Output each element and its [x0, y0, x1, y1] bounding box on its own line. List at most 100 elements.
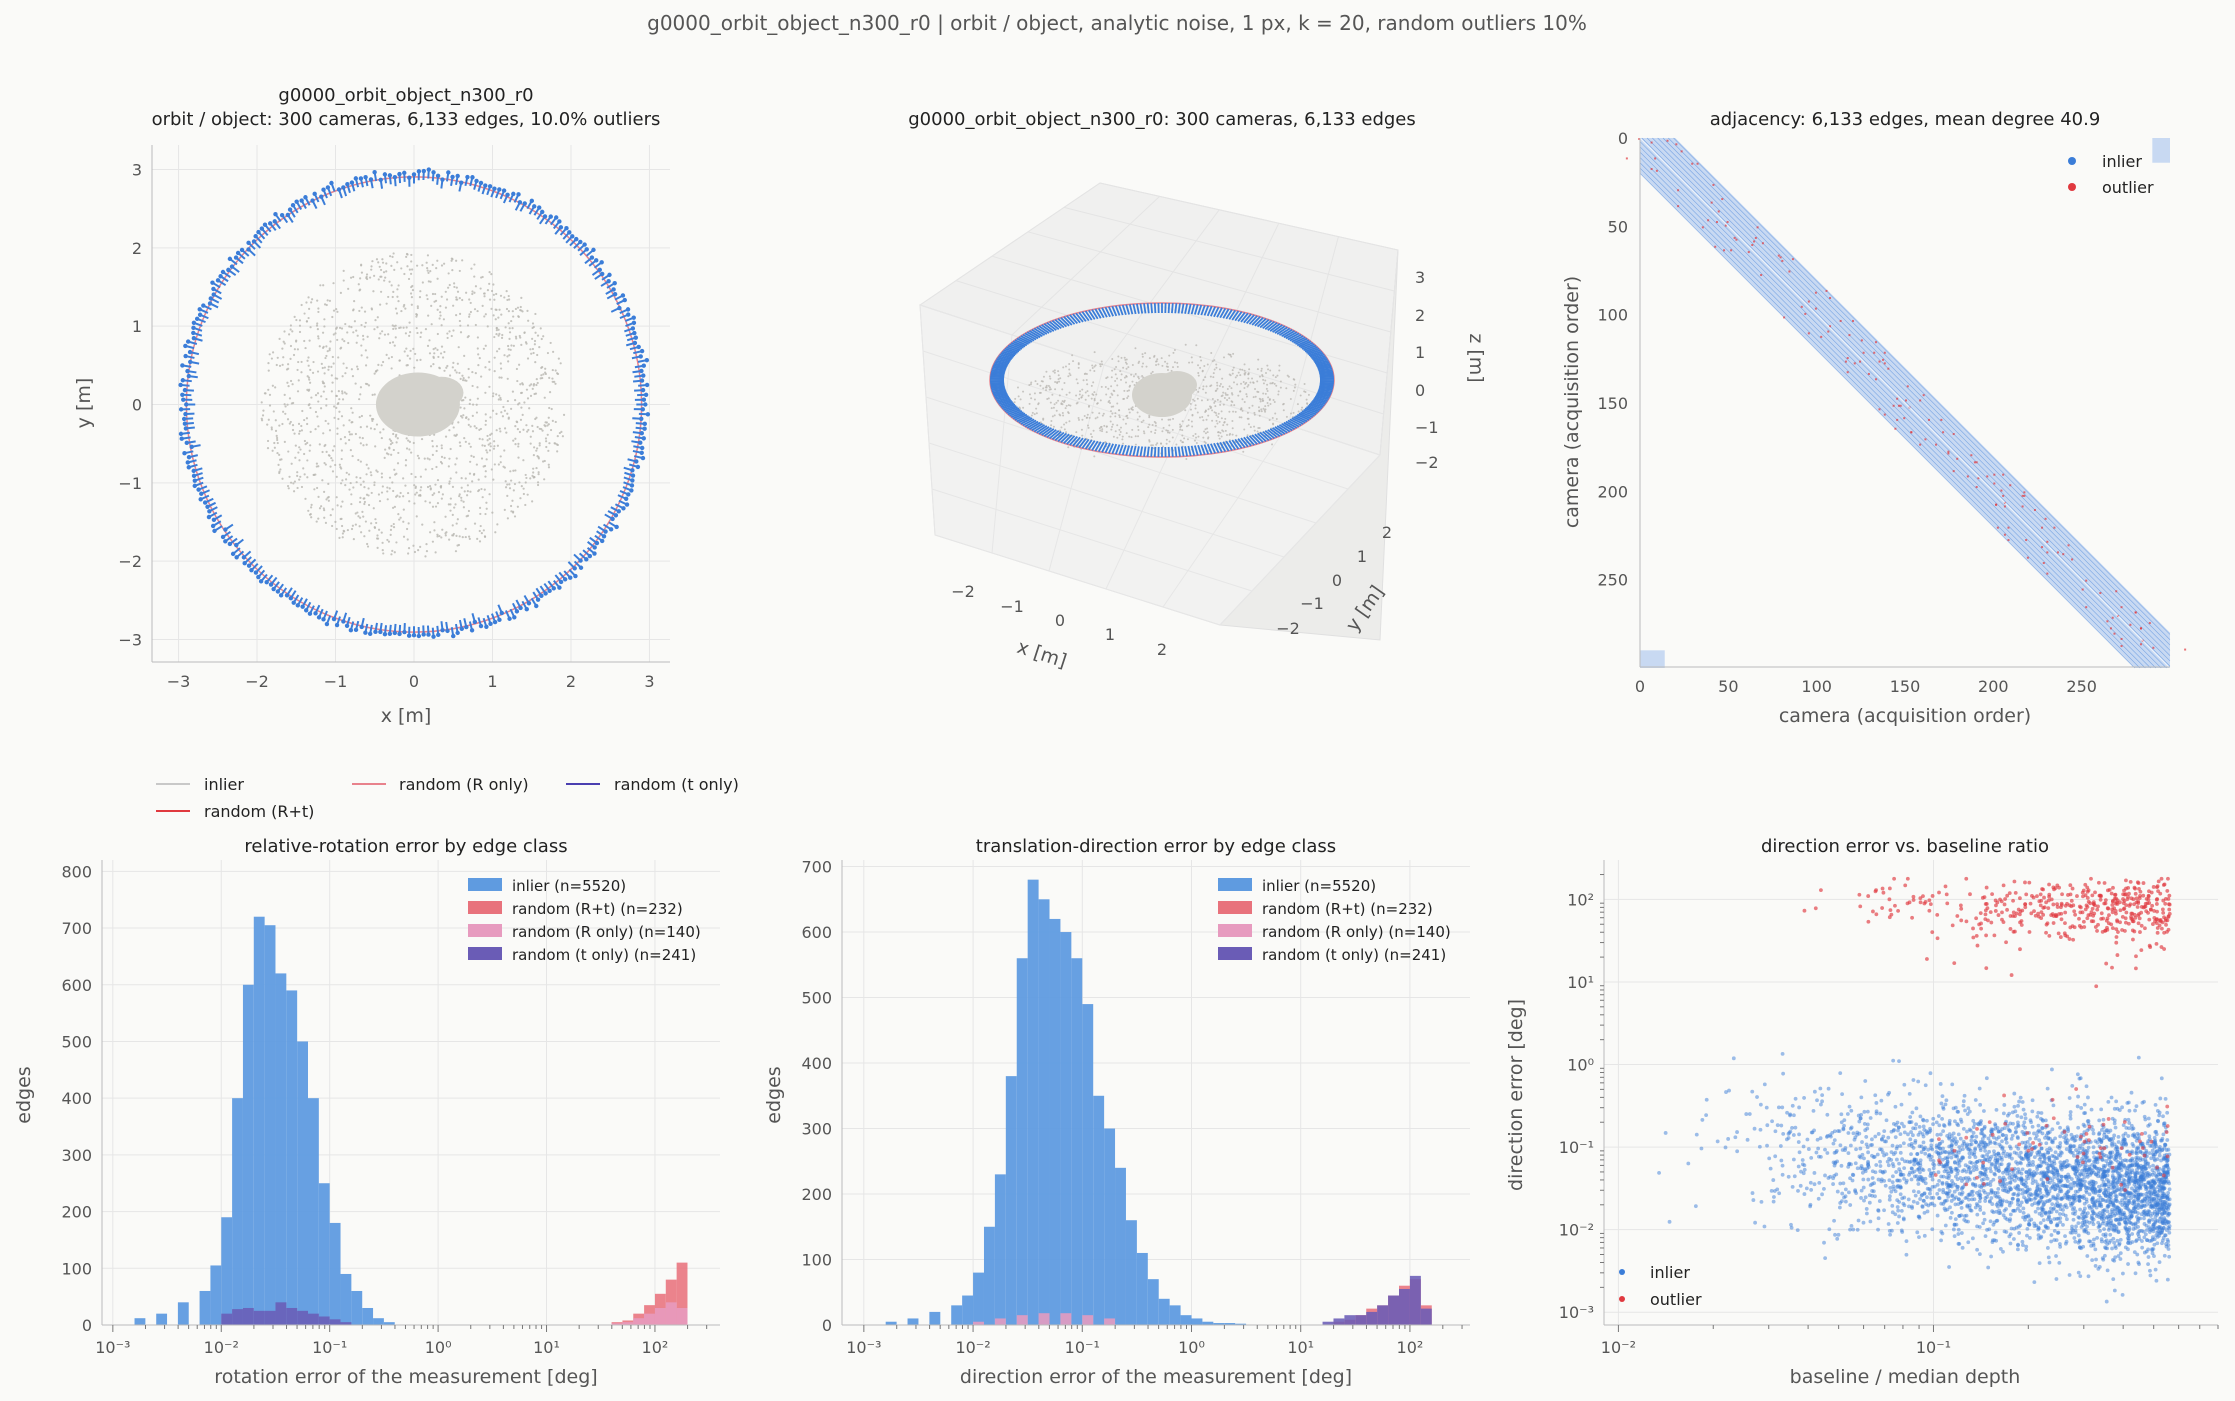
- object-point: [396, 462, 400, 465]
- object-point: [444, 515, 447, 518]
- object-point: [405, 255, 408, 258]
- object-point: [437, 491, 441, 494]
- camera-marker: [1139, 303, 1144, 314]
- object-point: [1101, 414, 1104, 417]
- object-point: [459, 444, 462, 448]
- camera-marker: [1295, 337, 1308, 345]
- inlier-point: [2115, 1238, 2120, 1243]
- object-point: [1268, 418, 1271, 421]
- camera-marker: [1278, 424, 1291, 433]
- object-point: [499, 367, 503, 370]
- object-point: [336, 377, 339, 380]
- outlier-cell: [1848, 334, 1851, 337]
- object-point: [446, 364, 449, 368]
- object-point: [1156, 358, 1159, 361]
- edge-class-legend: inlier random (R+t) random (R only) rand…: [156, 775, 739, 821]
- camera-marker: [465, 174, 470, 180]
- object-point: [347, 287, 350, 290]
- object-point: [1094, 417, 1097, 420]
- inlier-point: [1800, 1158, 1805, 1162]
- object-point: [289, 379, 293, 383]
- object-point: [504, 326, 507, 329]
- object-point: [1172, 351, 1175, 354]
- inlier-point: [1822, 1240, 1826, 1245]
- object-point: [506, 483, 509, 486]
- object-point: [484, 313, 487, 316]
- object-point: [338, 410, 341, 413]
- object-point: [1171, 428, 1174, 431]
- camera-marker: [1150, 303, 1153, 314]
- object-point: [407, 522, 410, 525]
- object-point: [1130, 373, 1133, 376]
- inlier-point: [1897, 1214, 1901, 1219]
- object-point: [464, 535, 467, 539]
- camera-marker: [1308, 403, 1323, 410]
- object-point: [297, 422, 301, 425]
- object-point: [369, 427, 373, 430]
- object-point: [443, 262, 446, 265]
- outlier-cell: [1956, 457, 1959, 460]
- camera-marker: [1041, 324, 1052, 333]
- object-point: [444, 534, 447, 537]
- object-point: [341, 375, 344, 378]
- inlier-point: [2023, 1116, 2028, 1121]
- object-point: [497, 398, 500, 401]
- inlier-point: [1913, 1193, 1918, 1198]
- camera-marker: [1121, 444, 1127, 456]
- object-point: [1297, 410, 1300, 413]
- object-point: [372, 290, 375, 293]
- camera-marker: [1167, 446, 1171, 457]
- object-point: [391, 341, 395, 344]
- wraparound-block: [1640, 650, 1665, 668]
- rot-hist-ylabel: edges: [13, 1066, 35, 1123]
- camera-marker: [543, 591, 548, 596]
- object-point: [331, 449, 335, 452]
- camera-marker: [524, 606, 529, 612]
- outlier-cell: [1966, 475, 1969, 478]
- inlier-point: [2020, 1239, 2025, 1244]
- object-point: [430, 323, 433, 326]
- object-point: [1296, 403, 1299, 406]
- inlier-point: [2126, 1262, 2130, 1266]
- object-point: [394, 435, 397, 438]
- camera-marker: [279, 212, 285, 218]
- inlier-point: [2097, 1118, 2102, 1123]
- object-point: [1055, 409, 1058, 412]
- object-point: [1246, 434, 1249, 437]
- object-point: [508, 337, 511, 340]
- histogram-bar: [308, 1313, 319, 1325]
- object-point: [492, 478, 495, 481]
- object-point: [1091, 364, 1094, 367]
- object-point: [489, 442, 492, 445]
- object-point: [1056, 381, 1059, 384]
- object-point: [330, 374, 333, 377]
- object-point: [1166, 365, 1169, 368]
- inlier-point: [2083, 1179, 2087, 1184]
- object-point: [1211, 419, 1214, 422]
- inlier-point: [1963, 1196, 1968, 1201]
- object-point: [547, 466, 551, 469]
- object-point: [1142, 430, 1145, 433]
- object-point: [393, 344, 396, 347]
- histogram-bar: [885, 1321, 897, 1325]
- object-point: [388, 280, 391, 283]
- object-point: [329, 465, 332, 468]
- object-point: [528, 407, 531, 410]
- object-point: [1305, 398, 1308, 401]
- inlier-point: [1731, 1056, 1736, 1061]
- object-point: [1294, 383, 1297, 386]
- camera-marker: [626, 492, 631, 497]
- camera-marker: [991, 369, 1006, 373]
- camera-marker: [378, 177, 383, 182]
- object-point: [446, 332, 449, 335]
- object-point: [554, 369, 557, 372]
- object-point: [1199, 366, 1202, 369]
- adjacency-title: adjacency: 6,133 edges, mean degree 40.9: [1710, 109, 2101, 130]
- histogram-bar: [676, 1307, 688, 1325]
- object-point: [1060, 402, 1063, 405]
- object-point: [1231, 433, 1234, 436]
- object-point: [1256, 380, 1259, 383]
- outlier-cell: [1887, 367, 1890, 370]
- inlier-point: [2018, 1209, 2023, 1214]
- camera-marker: [1026, 420, 1039, 429]
